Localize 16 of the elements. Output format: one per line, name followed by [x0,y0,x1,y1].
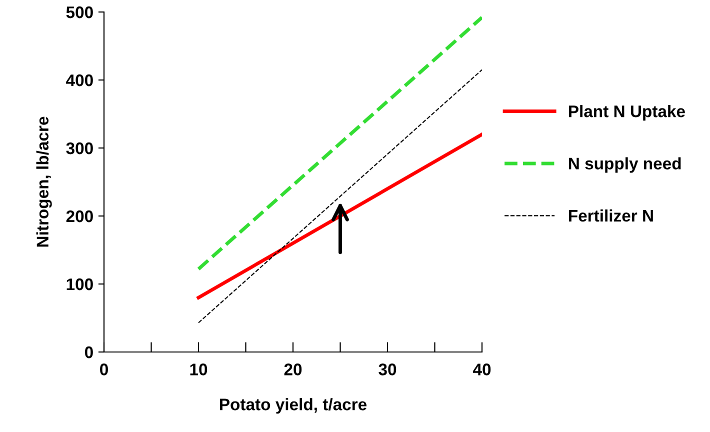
y-tick-label: 100 [66,278,93,290]
x-tick-label: 40 [472,364,491,376]
y-tick-label: 0 [84,346,93,358]
x-tick-label: 30 [378,364,396,376]
x-tick-label: 20 [284,364,302,376]
y-axis-title: Nitrogen, lb/acre [36,116,52,247]
x-tick-label: 10 [190,364,208,376]
x-tick-label: 0 [100,364,108,376]
legend-label: Plant N Uptake [569,105,685,121]
y-tick-label: 500 [66,6,93,18]
legend-label: N supply need [569,157,681,173]
x-axis-title: Potato yield, t/acre [220,398,367,414]
legend-label: Fertilizer N [569,209,653,222]
y-tick-label: 300 [66,142,93,154]
y-tick-label: 400 [66,74,93,86]
y-tick-label: 200 [66,210,93,222]
